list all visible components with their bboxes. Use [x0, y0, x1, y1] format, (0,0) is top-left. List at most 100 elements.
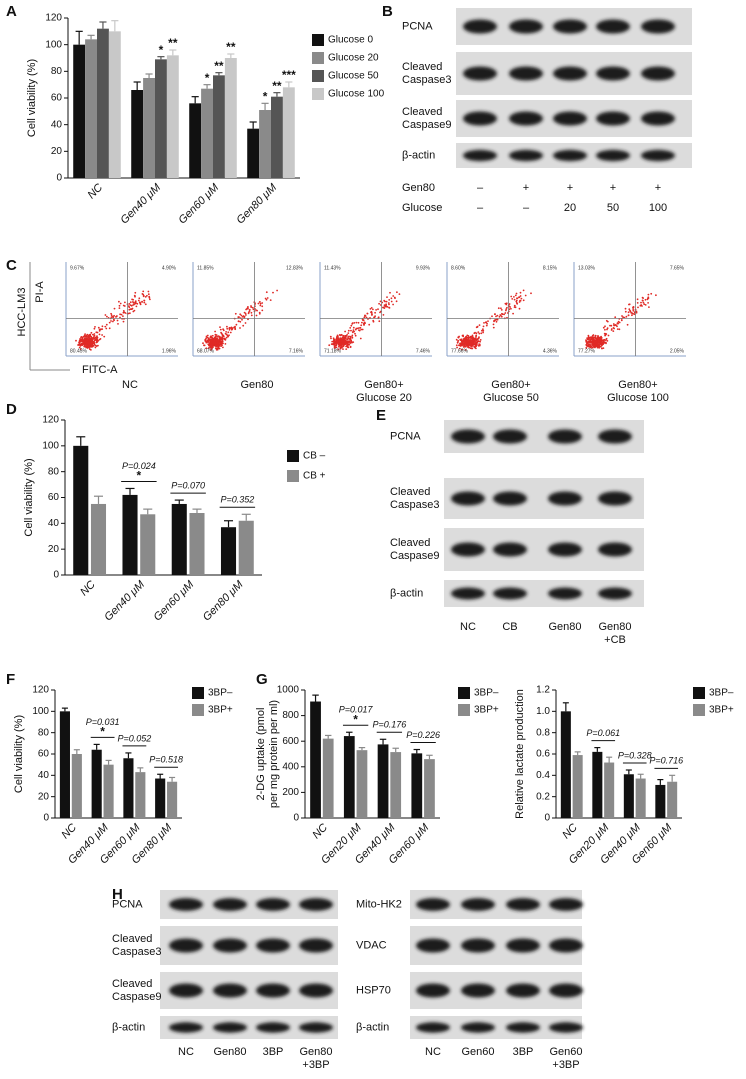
blot-row-label: β-actin: [112, 1021, 145, 1033]
cell-dot: [600, 342, 602, 345]
cell-dot: [625, 315, 628, 318]
cell-dot: [335, 346, 338, 349]
bar: [71, 754, 82, 818]
cell-dot: [144, 303, 147, 306]
cell-dot: [596, 343, 599, 346]
cell-dot: [479, 340, 481, 343]
cell-dot: [455, 344, 458, 347]
cell-dot: [474, 345, 477, 347]
cell-dot: [632, 309, 635, 312]
cell-dot: [602, 326, 605, 329]
cell-dot: [108, 321, 111, 324]
cell-dot: [255, 314, 258, 317]
y-axis-title: Cell viability (%): [23, 458, 35, 536]
quadrant-percent: 77.66%: [451, 348, 469, 354]
bar: [390, 752, 402, 818]
cell-dot: [333, 339, 335, 342]
cell-dot: [643, 303, 646, 306]
cell-dot: [476, 326, 478, 328]
cell-dot: [252, 308, 255, 311]
significance-stars: *: [159, 43, 164, 57]
cell-dot: [590, 336, 593, 339]
cell-dot: [616, 328, 619, 330]
quadrant-percent: 4.36%: [543, 348, 558, 354]
cell-dot: [591, 334, 594, 337]
cell-dot: [392, 303, 394, 306]
blot-band: [641, 66, 675, 81]
cell-dot: [369, 308, 372, 310]
quadrant-percent: 71.18%: [324, 348, 342, 354]
cell-dot: [124, 301, 126, 304]
bar: [103, 764, 114, 818]
blot-band: [451, 429, 485, 444]
cell-dot: [351, 334, 354, 337]
cell-dot: [358, 327, 360, 329]
cell-dot: [135, 305, 138, 308]
cell-dot: [591, 339, 594, 342]
cell-dot: [588, 345, 590, 348]
cell-dot: [115, 316, 117, 318]
cell-dot: [644, 304, 647, 306]
quadrant-percent: 7.46%: [416, 348, 431, 354]
cell-dot: [342, 335, 345, 337]
cell-dot: [627, 311, 630, 314]
cell-dot: [87, 341, 89, 344]
cell-dot: [228, 334, 230, 337]
legend-swatch: [312, 70, 324, 82]
cell-dot: [105, 323, 108, 326]
cell-dot: [492, 326, 495, 329]
cell-dot: [594, 346, 596, 349]
cell-dot: [339, 338, 341, 341]
cell-dot: [79, 344, 82, 347]
cell-dot: [95, 331, 98, 334]
plot-label: Gen80+: [364, 379, 403, 391]
blot-band: [509, 111, 543, 126]
cell-dot: [589, 339, 591, 342]
cell-dot: [226, 327, 229, 330]
cell-dot: [504, 302, 507, 305]
cell-dot: [331, 340, 334, 343]
cell-dot: [84, 343, 86, 346]
cell-dot: [214, 330, 217, 333]
cell-dot: [614, 316, 617, 319]
cell-dot: [202, 342, 204, 345]
cell-dot: [84, 333, 86, 335]
bar: [108, 31, 121, 179]
cell-dot: [251, 306, 254, 309]
cell-dot: [379, 300, 382, 303]
y-tick-label: 40: [38, 770, 50, 781]
y-tick-label: 40: [51, 119, 63, 130]
cell-dot: [83, 345, 86, 348]
cell-dot: [477, 344, 480, 347]
cell-dot: [510, 295, 513, 298]
y-tick-label: 20: [38, 791, 50, 802]
cell-dot: [123, 311, 126, 314]
y-tick-label: 80: [51, 66, 63, 77]
condition-value: –: [477, 182, 484, 194]
cell-dot: [352, 329, 355, 331]
blot-row-label: PCNA: [112, 898, 143, 910]
blot-band: [463, 66, 497, 81]
cell-dot: [500, 309, 503, 311]
cell-dot: [225, 333, 228, 336]
cell-dot: [116, 319, 119, 322]
bar: [155, 59, 167, 179]
cell-dot: [132, 298, 135, 301]
cell-dot: [221, 341, 223, 343]
cell-dot: [493, 320, 495, 323]
cell-dot: [337, 342, 339, 344]
cell-dot: [644, 298, 647, 301]
cell-dot: [491, 315, 493, 318]
legend-label: 3BP+: [709, 705, 734, 716]
blot-band: [213, 1022, 247, 1033]
cell-dot: [600, 344, 603, 347]
legend-swatch: [287, 450, 299, 462]
bar: [424, 759, 435, 818]
cell-dot: [519, 295, 522, 297]
quadrant-percent: 12.83%: [286, 265, 304, 271]
cell-dot: [465, 341, 468, 343]
cell-dot: [639, 304, 642, 307]
cell-dot: [340, 333, 343, 336]
cell-dot: [117, 323, 119, 325]
cell-dot: [94, 344, 97, 347]
